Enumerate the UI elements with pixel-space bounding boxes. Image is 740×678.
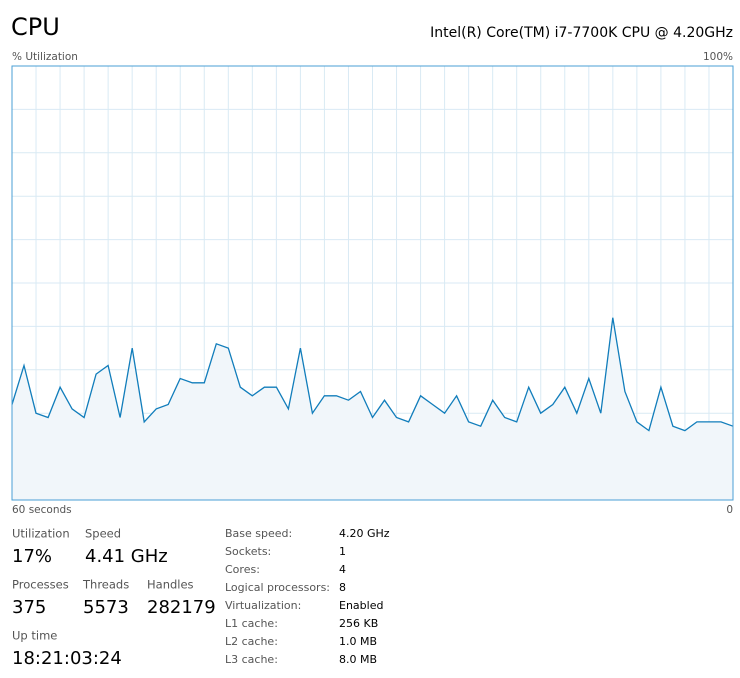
line <box>11 317 734 432</box>
stat-value: 282179 <box>147 597 216 618</box>
stat-value: 18:21:03:24 <box>12 648 122 669</box>
processor-name: Intel(R) Core(TM) i7-7700K CPU @ 4.20GHz <box>430 25 733 41</box>
detail-label: Logical processors: <box>225 581 330 594</box>
plot-border <box>11 65 734 501</box>
area <box>12 317 733 500</box>
detail-label: Sockets: <box>225 545 271 558</box>
detail-label: L2 cache: <box>225 635 278 648</box>
detail-label: Virtualization: <box>225 599 301 612</box>
stat-label: Handles <box>147 578 194 592</box>
detail-value: 8 <box>339 581 346 594</box>
detail-value: 4 <box>339 563 346 576</box>
stat-label: Speed <box>85 527 121 541</box>
detail-value: 1.0 MB <box>339 635 377 648</box>
y-axis-label: % Utilization <box>12 51 78 63</box>
detail-value: 8.0 MB <box>339 653 377 666</box>
detail-label: Base speed: <box>225 527 292 540</box>
x-tick-label: 0 <box>726 504 733 516</box>
detail-label: L1 cache: <box>225 617 278 630</box>
stat-value: 4.41 GHz <box>85 546 168 567</box>
stat-label: Utilization <box>12 527 70 541</box>
detail-value: 256 KB <box>339 617 378 630</box>
stat-label: Processes <box>12 578 69 592</box>
y-tick-label: 100% <box>703 51 733 63</box>
stat-value: 17% <box>12 546 52 567</box>
stat-value: 5573 <box>83 597 129 618</box>
detail-label: L3 cache: <box>225 653 278 666</box>
detail-value: Enabled <box>339 599 383 612</box>
x-tick-label: 60 seconds <box>12 504 72 516</box>
detail-label: Cores: <box>225 563 260 576</box>
title: CPU <box>11 13 60 41</box>
stat-label: Threads <box>82 578 129 592</box>
stat-value: 375 <box>12 597 46 618</box>
detail-value: 1 <box>339 545 346 558</box>
detail-value: 4.20 GHz <box>339 527 390 540</box>
stat-label: Up time <box>12 629 57 643</box>
